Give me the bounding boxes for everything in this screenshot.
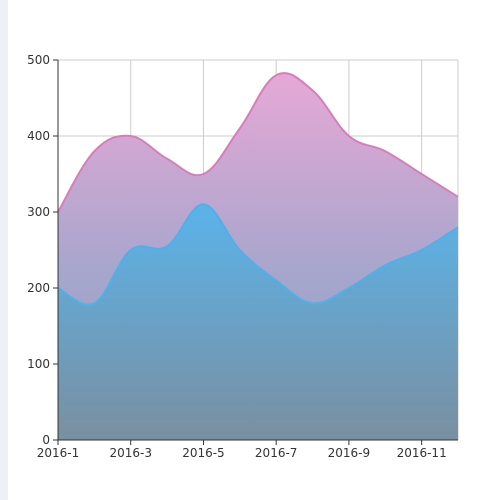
left-background-strip	[0, 0, 8, 500]
x-tick-label: 2016-7	[255, 446, 298, 460]
y-tick-label: 100	[27, 357, 50, 371]
x-tick-label: 2016-5	[182, 446, 225, 460]
y-tick-label: 200	[27, 281, 50, 295]
y-tick-label: 0	[42, 433, 50, 447]
x-tick-label: 2016-3	[109, 446, 152, 460]
x-tick-label: 2016-1	[37, 446, 80, 460]
series-1-line	[57, 72, 459, 213]
x-tick-label: 2016-11	[397, 446, 447, 460]
series-areas	[57, 72, 459, 440]
series-2-area	[58, 204, 458, 440]
y-tick-label: 500	[27, 53, 50, 67]
y-tick-label: 300	[27, 205, 50, 219]
series-2-line	[57, 203, 459, 306]
axes	[53, 59, 458, 445]
x-tick-label: 2016-9	[328, 446, 371, 460]
y-tick-label: 400	[27, 129, 50, 143]
tick-labels: 0 100 200 300 400 500 2016-1 2016-3 2016-5 2016-7…	[27, 53, 447, 460]
